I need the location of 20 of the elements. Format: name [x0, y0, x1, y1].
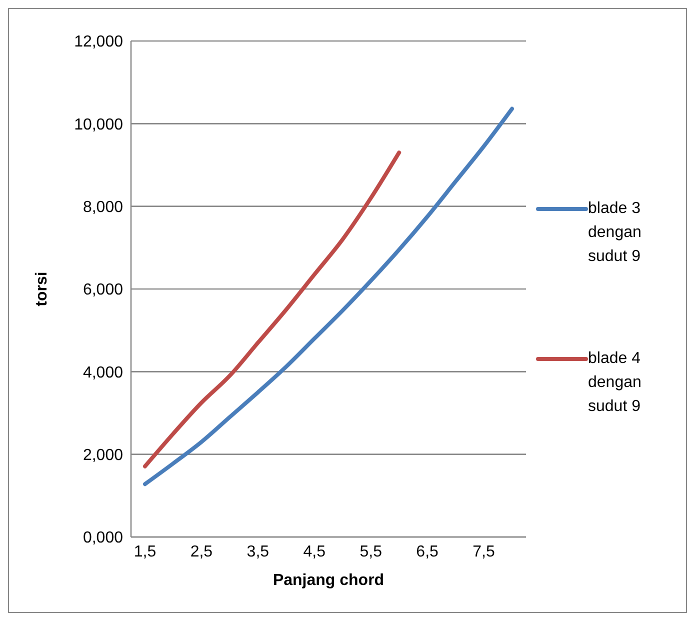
x-tick-label: 6,5 [416, 543, 439, 560]
y-tick-label: 6,000 [82, 282, 124, 299]
legend-label: blade 3 dengan sudut 9 [588, 199, 642, 267]
legend-label: blade 4 dengan sudut 9 [588, 349, 642, 417]
x-tick-label: 2,5 [190, 543, 213, 560]
x-tick-label: 1,5 [134, 543, 156, 560]
x-tick-label: 4,5 [303, 543, 326, 560]
x-tick-label: 3,5 [246, 543, 270, 560]
y-axis-title: torsi [34, 272, 51, 306]
x-axis-title: Panjang chord [272, 572, 384, 589]
y-tick-label: 8,000 [82, 199, 124, 216]
y-tick-label: 12,000 [74, 34, 124, 51]
line-series [143, 150, 402, 468]
line-series [143, 106, 514, 486]
x-tick-label: 7,5 [472, 543, 495, 560]
y-tick-label: 2,000 [82, 447, 124, 464]
y-tick-label: 4,000 [82, 364, 124, 382]
y-tick-label: 10,000 [74, 116, 124, 134]
y-tick-label: 0,000 [82, 530, 124, 547]
x-tick-label: 5,5 [360, 543, 382, 560]
